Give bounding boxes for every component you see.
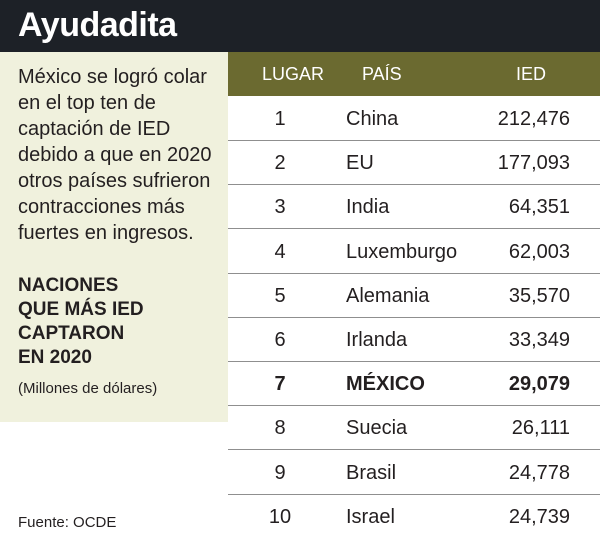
header-bar: Ayudadita: [0, 0, 600, 52]
country-cell: Irlanda: [346, 329, 408, 351]
country-cell: EU: [346, 152, 374, 175]
intro-box: México se logró colar en el top ten de c…: [0, 52, 228, 422]
table-row: 5 Alemania 35,570: [228, 273, 600, 318]
rank-cell: 3: [274, 196, 286, 219]
side-panel: México se logró colar en el top ten de c…: [0, 52, 228, 550]
value-cell: 29,079: [508, 373, 570, 396]
table-row: 3 India 64,351: [228, 184, 600, 230]
country-cell: China: [346, 108, 399, 130]
country-cell: Brasil: [346, 461, 397, 484]
rank-cell: 10: [268, 505, 292, 528]
rank-cell: 5: [274, 284, 286, 307]
header-value: IED: [516, 64, 547, 84]
rank-cell: 1: [274, 108, 286, 130]
rank-cell: 9: [274, 461, 286, 484]
table-body: 1 China 212,476 2 EU 177,093 3 India 64,351 4 Luxe…: [228, 96, 600, 550]
country-cell: Luxemburgo: [346, 240, 458, 263]
table-row: 6 Irlanda 33,349: [228, 317, 600, 362]
country-cell: MÉXICO: [346, 373, 425, 396]
subtitle-line: CAPTARON: [18, 323, 125, 344]
header-country: PAÍS: [362, 64, 402, 84]
table-row: 8 Suecia 26,111: [228, 405, 600, 451]
table-row: 9 Brasil 24,778: [228, 450, 600, 495]
value-cell: 26,111: [511, 417, 570, 440]
table-row: 2 EU 177,093: [228, 140, 600, 186]
intro-text: México se logró colar en el top ten de c…: [18, 66, 212, 244]
subtitle-line: NACIONES: [18, 275, 119, 296]
page-title: Ayudadita: [18, 6, 177, 44]
table-row: 4 Luxemburgo 62,003: [228, 229, 600, 274]
country-cell: Israel: [346, 505, 395, 528]
rank-cell: 8: [274, 417, 286, 440]
country-cell: India: [346, 196, 390, 219]
value-cell: 33,349: [508, 329, 570, 351]
value-cell: 212,476: [497, 108, 570, 130]
country-cell: Suecia: [346, 417, 408, 440]
table-row: 10 Israel 24,739: [228, 494, 600, 538]
rank-cell: 7: [274, 373, 286, 396]
table-row: 7 MÉXICO 29,079: [228, 361, 600, 407]
table-subtitle: NACIONES QUE MÁS IED CAPTARON EN 2020: [18, 274, 218, 370]
value-cell: 62,003: [508, 240, 570, 263]
source-note: Fuente: OCDE: [18, 514, 117, 531]
subtitle-line: QUE MÁS IED: [18, 299, 144, 320]
table-header: LUGAR PAÍS IED: [228, 52, 600, 96]
value-cell: 35,570: [508, 284, 570, 307]
value-cell: 24,739: [508, 505, 570, 528]
rank-cell: 2: [274, 152, 286, 175]
value-cell: 24,778: [508, 461, 570, 484]
table-row: 1 China 212,476: [228, 96, 600, 141]
units-label: (Millones de dólares): [18, 380, 158, 397]
value-cell: 64,351: [508, 196, 570, 219]
rank-cell: 4: [274, 240, 286, 263]
rank-cell: 6: [274, 329, 286, 351]
value-cell: 177,093: [497, 152, 570, 175]
header-rank: LUGAR: [262, 64, 325, 84]
country-cell: Alemania: [346, 284, 430, 307]
subtitle-line: EN 2020: [18, 347, 92, 368]
